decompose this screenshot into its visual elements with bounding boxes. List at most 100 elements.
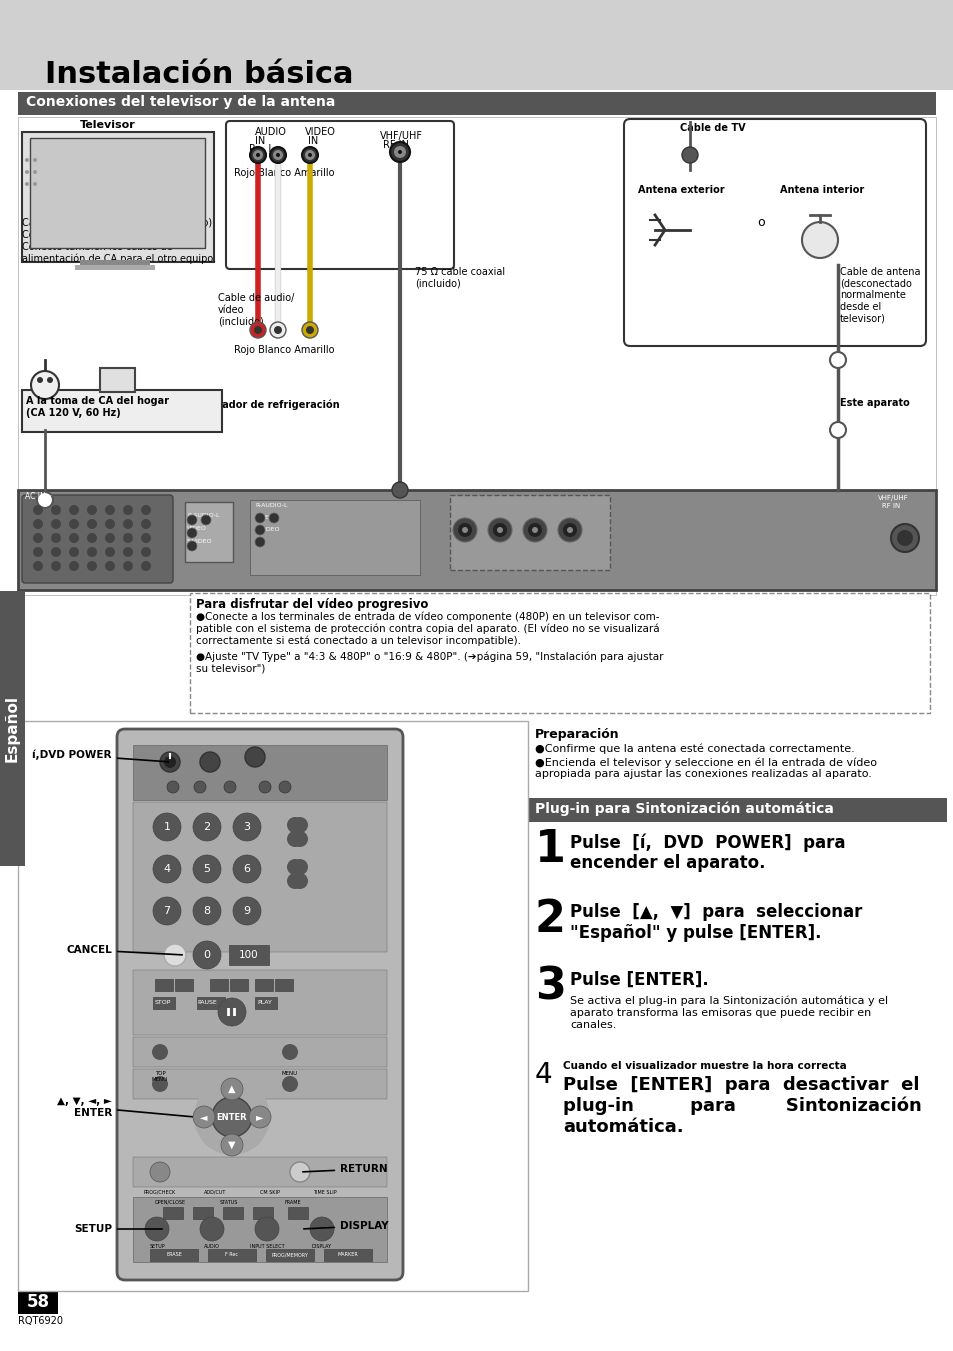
Circle shape	[164, 944, 186, 966]
Text: Ventilador de refrigeración: Ventilador de refrigeración	[190, 400, 339, 411]
Circle shape	[105, 534, 115, 543]
Text: ●Conecte a los terminales de entrada de vídeo componente (480P) en un televisor : ●Conecte a los terminales de entrada de …	[195, 611, 659, 646]
Circle shape	[233, 855, 261, 884]
Circle shape	[681, 147, 698, 163]
Bar	[150, 1250, 198, 1260]
Text: Rojo Blanco Amarillo: Rojo Blanco Amarillo	[233, 345, 335, 355]
Circle shape	[193, 781, 206, 793]
Text: STATUS: STATUS	[220, 1200, 238, 1205]
Text: S-VIDEO: S-VIDEO	[254, 527, 280, 532]
Circle shape	[167, 781, 179, 793]
Text: RF IN: RF IN	[882, 503, 900, 509]
Bar	[223, 1206, 243, 1219]
Circle shape	[164, 757, 175, 767]
Text: TOP
MENU: TOP MENU	[152, 1071, 168, 1082]
Text: SETUP: SETUP	[149, 1244, 165, 1250]
Circle shape	[33, 158, 37, 162]
Circle shape	[187, 528, 196, 538]
Text: MENU: MENU	[282, 1071, 297, 1075]
Circle shape	[221, 1078, 243, 1100]
Bar	[253, 1206, 273, 1219]
Circle shape	[87, 534, 97, 543]
Bar	[18, 1290, 58, 1315]
Text: 3: 3	[535, 966, 565, 1009]
Text: 75 Ω cable coaxial
(incluido): 75 Ω cable coaxial (incluido)	[415, 267, 504, 289]
FancyBboxPatch shape	[623, 119, 925, 346]
Circle shape	[254, 1217, 278, 1242]
Circle shape	[200, 753, 220, 771]
Text: VIDEO: VIDEO	[305, 127, 335, 136]
Text: Instalación básica: Instalación básica	[45, 59, 354, 89]
Bar	[132, 970, 387, 1035]
Bar	[30, 138, 205, 249]
Circle shape	[287, 817, 303, 834]
Circle shape	[253, 150, 263, 159]
Bar	[196, 997, 225, 1009]
Circle shape	[105, 505, 115, 515]
Text: Pulse [ENTER].: Pulse [ENTER].	[569, 971, 708, 989]
Text: CM SKIP: CM SKIP	[260, 1190, 279, 1196]
Circle shape	[233, 813, 261, 842]
Text: RQT6920: RQT6920	[18, 1316, 63, 1325]
Text: INPUT SELECT: INPUT SELECT	[250, 1244, 284, 1250]
Circle shape	[193, 1106, 214, 1128]
Circle shape	[829, 353, 845, 367]
Circle shape	[33, 519, 43, 530]
Bar	[154, 979, 172, 992]
Bar	[163, 1206, 183, 1219]
Circle shape	[890, 524, 918, 553]
Circle shape	[527, 523, 541, 536]
Circle shape	[187, 515, 196, 526]
Bar	[152, 997, 174, 1009]
Bar	[22, 132, 213, 262]
Circle shape	[87, 561, 97, 571]
Bar	[288, 1206, 308, 1219]
Circle shape	[306, 326, 314, 334]
Circle shape	[105, 561, 115, 571]
Circle shape	[152, 855, 181, 884]
Circle shape	[282, 1075, 297, 1092]
Text: Pulse  [▲,  ▼]  para  seleccionar
"Español" y pulse [ENTER].: Pulse [▲, ▼] para seleccionar "Español" …	[569, 902, 862, 942]
Circle shape	[497, 527, 502, 534]
Text: 8: 8	[203, 907, 211, 916]
Text: ▲, ▼, ◄, ►
ENTER: ▲, ▼, ◄, ► ENTER	[57, 1096, 193, 1117]
Circle shape	[87, 547, 97, 557]
Bar	[450, 494, 609, 570]
Text: Español: Español	[5, 694, 19, 762]
Text: FRAME: FRAME	[285, 1200, 301, 1205]
Text: 1: 1	[535, 828, 565, 871]
Circle shape	[896, 530, 912, 546]
Circle shape	[273, 150, 283, 159]
Circle shape	[394, 146, 406, 158]
Circle shape	[141, 547, 151, 557]
Circle shape	[69, 561, 79, 571]
Circle shape	[51, 561, 61, 571]
Circle shape	[282, 1044, 297, 1061]
Text: ●Encienda el televisor y seleccione en él la entrada de vídeo
apropiada para aju: ●Encienda el televisor y seleccione en é…	[535, 757, 876, 780]
Text: Preparación: Preparación	[535, 728, 619, 740]
Bar	[193, 1206, 213, 1219]
Circle shape	[51, 547, 61, 557]
Bar	[185, 503, 233, 562]
FancyBboxPatch shape	[22, 494, 172, 584]
Text: S-VIDEO: S-VIDEO	[187, 539, 213, 544]
Text: 4: 4	[163, 865, 171, 874]
Circle shape	[254, 513, 265, 523]
Circle shape	[105, 547, 115, 557]
Circle shape	[292, 831, 308, 847]
Circle shape	[25, 182, 29, 186]
FancyBboxPatch shape	[117, 730, 402, 1279]
Text: 6: 6	[243, 865, 251, 874]
Text: VHF/UHF: VHF/UHF	[877, 494, 908, 501]
Circle shape	[193, 942, 221, 969]
Circle shape	[87, 505, 97, 515]
Text: IN: IN	[308, 136, 318, 146]
Text: SETUP: SETUP	[74, 1224, 162, 1233]
Text: OPEN/CLOSE: OPEN/CLOSE	[154, 1200, 186, 1205]
Text: AC IN~: AC IN~	[25, 492, 52, 501]
Bar	[22, 390, 222, 432]
Bar	[254, 979, 273, 992]
Text: Cable de audio/
vídeo
(incluido): Cable de audio/ vídeo (incluido)	[218, 293, 294, 326]
Text: Cable de alimentación de CA (incluido)
Conecte por último.
Conecte también los c: Cable de alimentación de CA (incluido) C…	[22, 218, 216, 263]
Circle shape	[30, 372, 59, 399]
